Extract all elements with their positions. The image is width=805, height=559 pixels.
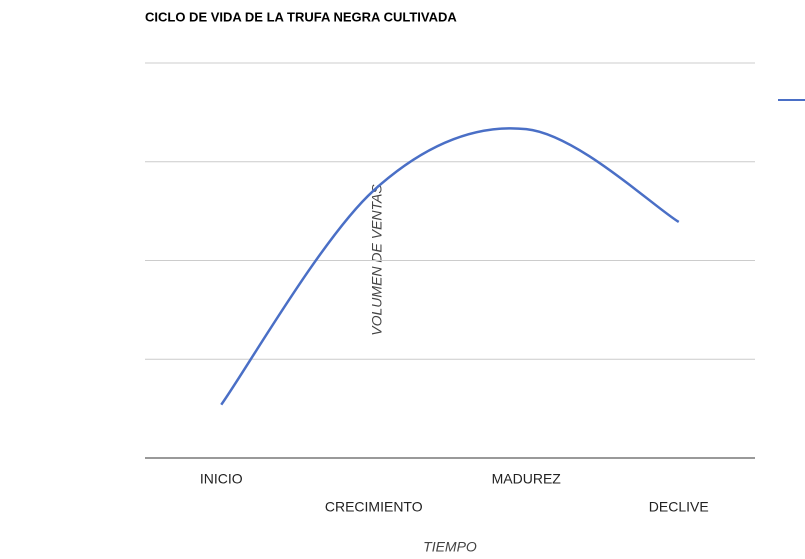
chart-title: CICLO DE VIDA DE LA TRUFA NEGRA CULTIVAD… [145,9,457,24]
series-line [220,127,680,406]
x-tick-label: DECLIVE [649,499,709,515]
x-tick-label: MADUREZ [492,471,562,487]
x-tick-label: INICIO [200,471,243,487]
x-axis-label: TIEMPO [423,539,477,555]
x-tick-label: CRECIMIENTO [325,499,423,515]
y-axis-label: VOLUMEN DE VENTAS [369,184,385,336]
